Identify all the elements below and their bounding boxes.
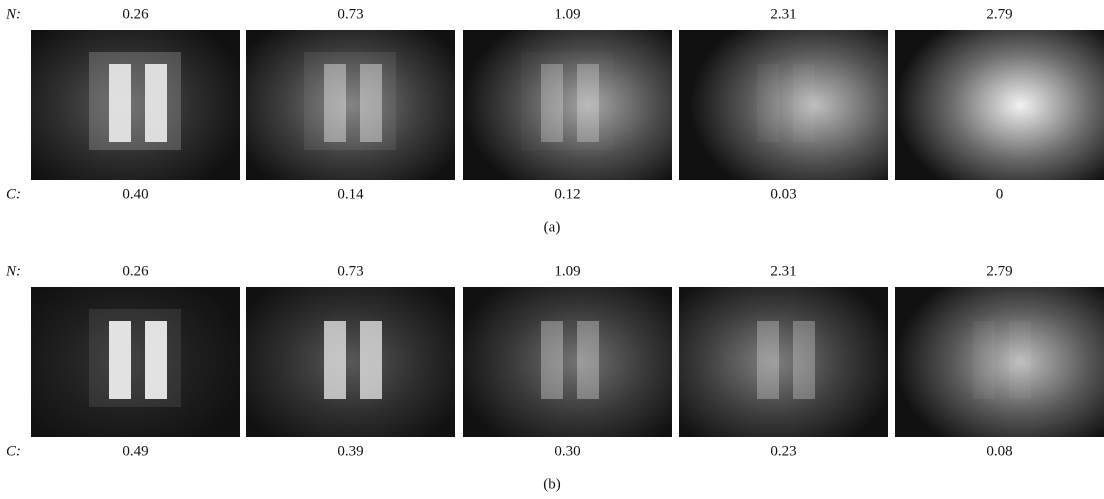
n-label: N: (6, 263, 21, 280)
c-value: 0.14 (337, 186, 364, 203)
c-value: 0.03 (770, 186, 797, 203)
c-value: 0.39 (337, 443, 364, 460)
c-value: 0 (995, 186, 1004, 203)
image (246, 30, 455, 180)
n-value: 0.73 (337, 263, 364, 280)
image (246, 287, 455, 437)
n-value: 0.26 (122, 263, 149, 280)
n-value: 2.79 (986, 6, 1013, 23)
image (31, 30, 240, 180)
c-label: C: (6, 443, 21, 460)
n-value: 1.09 (554, 6, 581, 23)
image (31, 287, 240, 437)
n-value: 2.31 (770, 6, 797, 23)
c-value: 0.40 (122, 186, 149, 203)
image (895, 30, 1104, 180)
image (895, 287, 1104, 437)
image (463, 30, 672, 180)
n-value: 0.73 (337, 6, 364, 23)
n-value: 2.79 (986, 263, 1013, 280)
image (463, 287, 672, 437)
c-value: 0.23 (770, 443, 797, 460)
caption: (a) (543, 219, 561, 236)
c-label: C: (6, 186, 21, 203)
n-value: 1.09 (554, 263, 581, 280)
c-value: 0.12 (554, 186, 581, 203)
c-value: 0.49 (122, 443, 149, 460)
image (679, 30, 888, 180)
n-value: 0.26 (122, 6, 149, 23)
n-value: 2.31 (770, 263, 797, 280)
caption: (b) (543, 476, 561, 493)
c-value: 0.08 (986, 443, 1013, 460)
image (679, 287, 888, 437)
c-value: 0.30 (554, 443, 581, 460)
n-label: N: (6, 6, 21, 23)
